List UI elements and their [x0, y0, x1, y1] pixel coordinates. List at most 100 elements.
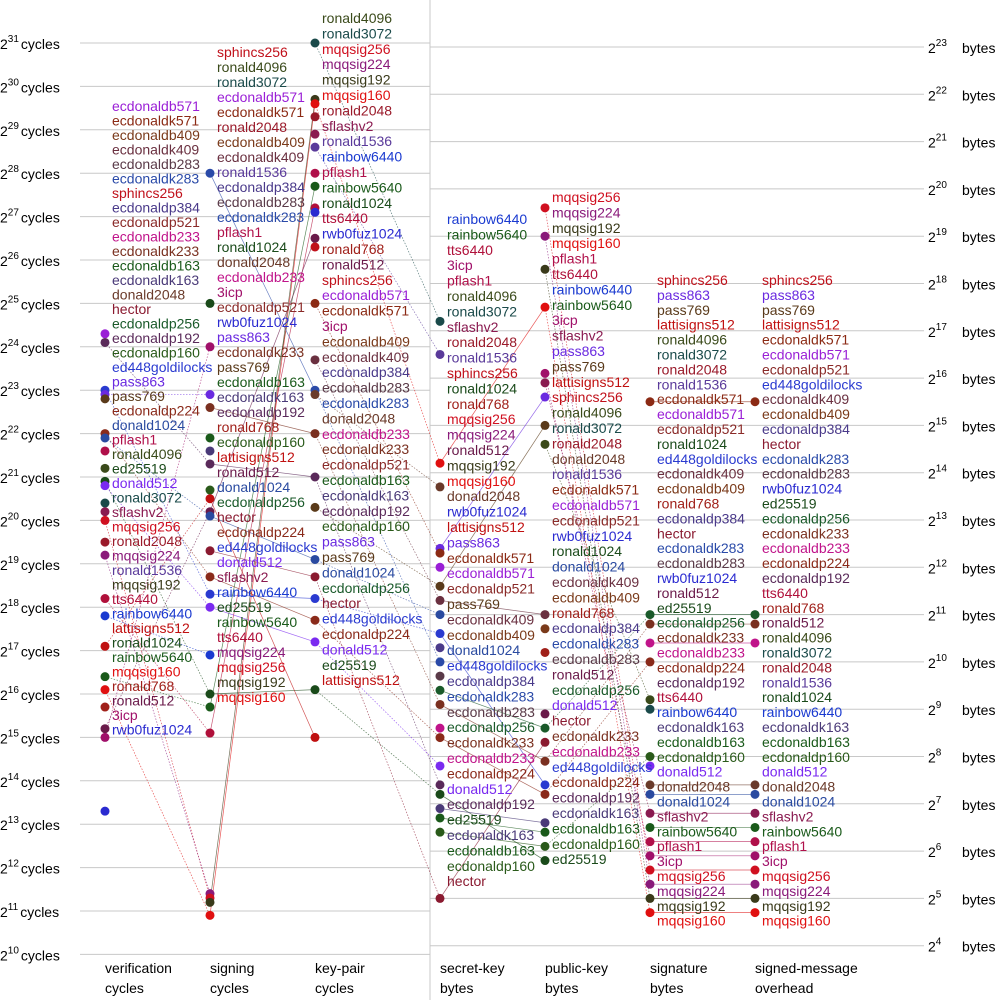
- column-header-line2: bytes: [545, 980, 578, 996]
- column-label-ecdonaldp384: ecdonaldp384: [217, 179, 305, 195]
- point-sflashv2: [310, 129, 320, 139]
- column-label-hector: hector: [657, 525, 696, 541]
- point-mqqsig224: [540, 231, 550, 241]
- right-tick-label: 213 bytes: [928, 511, 995, 529]
- link-3icp: [544, 373, 651, 856]
- column-label-sphincs256: sphincs256: [447, 365, 518, 381]
- column-label-ecdonaldk283: ecdonaldk283: [657, 540, 744, 556]
- column-label-3icp: 3icp: [112, 707, 138, 723]
- column-label-donald512: donald512: [657, 764, 723, 780]
- column-label-donald2048: donald2048: [657, 779, 730, 795]
- column-label-hector: hector: [112, 301, 151, 317]
- point-ecdonaldk571: [310, 298, 320, 308]
- column-label-ecdonaldb409: ecdonaldb409: [322, 333, 410, 349]
- point-tts6440: [100, 594, 110, 604]
- point-ronald4096: [645, 695, 655, 705]
- column-header-line1: signature: [650, 960, 708, 976]
- column-label-sflashv2: sflashv2: [112, 504, 164, 520]
- column-label-ecdonaldk163: ecdonaldk163: [322, 487, 409, 503]
- column-label-mqqsig160: mqqsig160: [112, 664, 181, 680]
- column-label-ecdonaldp160: ecdonaldp160: [112, 345, 200, 361]
- column-label-mqqsig160: mqqsig160: [762, 913, 831, 929]
- link-ecdonaldp224: [439, 737, 546, 795]
- point-ecdonaldk409: [540, 610, 550, 620]
- column-label-mqqsig224: mqqsig224: [657, 883, 726, 899]
- column-label-ecdonaldk571: ecdonaldk571: [322, 303, 409, 319]
- column-label-ecdonaldb283: ecdonaldb283: [112, 156, 200, 172]
- column-label-mqqsig224: mqqsig224: [552, 204, 621, 220]
- left-tick-label: 216 cycles: [0, 685, 60, 703]
- left-tick-label: 230 cycles: [0, 77, 60, 95]
- column-label-lattisigns512: lattisigns512: [657, 317, 735, 333]
- column-header-line1: signing: [210, 960, 254, 976]
- right-tick-label: 27 bytes: [928, 795, 995, 813]
- column-label-ed448goldilocks: ed448goldilocks: [552, 759, 652, 775]
- column-label-ecdonaldp384: ecdonaldp384: [112, 200, 200, 216]
- column-label-ronald3072: ronald3072: [322, 25, 392, 41]
- column-label-mqqsig224: mqqsig224: [112, 548, 181, 564]
- column-label-ecdonaldb571: ecdonaldb571: [657, 406, 745, 422]
- column-label-rainbow6440: rainbow6440: [552, 281, 632, 297]
- column-label-ronald2048: ronald2048: [552, 435, 622, 451]
- column-label-ronald1536: ronald1536: [217, 164, 287, 180]
- column-label-ecdonaldp224: ecdonaldp224: [322, 626, 410, 642]
- column-label-ronald2048: ronald2048: [322, 102, 392, 118]
- point-donald512: [310, 637, 320, 647]
- right-tick-label: 24 bytes: [928, 937, 995, 955]
- point-mqqsig192: [645, 893, 655, 903]
- column-label-ecdonaldb233: ecdonaldb233: [552, 743, 640, 759]
- point-rwb0fuz1024: [310, 207, 320, 217]
- point-pflash1: [645, 837, 655, 847]
- point-donald2048: [435, 482, 445, 492]
- column-label-rwb0fuz1024: rwb0fuz1024: [552, 528, 632, 544]
- column-label-3icp: 3icp: [762, 853, 788, 869]
- column-label-rainbow6440: rainbow6440: [322, 149, 402, 165]
- point-mqqsig224: [645, 879, 655, 889]
- point-donald2048: [645, 780, 655, 790]
- column-label-mqqsig192: mqqsig192: [657, 898, 726, 914]
- point-sflashv2: [100, 507, 110, 517]
- column-label-ecdonaldk233: ecdonaldk233: [112, 243, 199, 259]
- point-ecdonaldk571: [435, 548, 445, 558]
- column-label-donald512: donald512: [447, 781, 513, 797]
- column-label-ecdonaldb409: ecdonaldb409: [552, 589, 640, 605]
- column-label-rwb0fuz1024: rwb0fuz1024: [322, 226, 402, 242]
- column-label-ronald1536: ronald1536: [552, 466, 622, 482]
- right-tick-label: 218 bytes: [928, 275, 995, 293]
- column-label-ronald1024: ronald1024: [217, 239, 287, 255]
- column-label-ecdonaldp192: ecdonaldp192: [447, 796, 535, 812]
- column-label-ecdonaldk163: ecdonaldk163: [447, 827, 534, 843]
- right-tick-label: 28 bytes: [928, 748, 995, 766]
- column-label-donald512: donald512: [762, 764, 828, 780]
- column-label-rwb0fuz1024: rwb0fuz1024: [762, 481, 842, 497]
- column-label-ecdonaldk233: ecdonaldk233: [322, 441, 409, 457]
- column-label-ronald768: ronald768: [217, 419, 279, 435]
- column-label-ecdonaldp384: ecdonaldp384: [322, 364, 410, 380]
- link-mqqsig192: [544, 269, 651, 899]
- column-label-ronald4096: ronald4096: [322, 10, 392, 26]
- column-label-donald512: donald512: [322, 641, 388, 657]
- point-mqqsig256: [750, 865, 760, 875]
- point-pass769: [540, 420, 550, 430]
- column-label-pass863: pass863: [762, 287, 815, 303]
- link-ecdonaldb163: [439, 817, 546, 833]
- column-label-ecdonaldb283: ecdonaldb283: [447, 704, 535, 720]
- column-label-rainbow5640: rainbow5640: [447, 226, 527, 242]
- point-3icp: [750, 851, 760, 861]
- left-tick-label: 225 cycles: [0, 294, 60, 312]
- link-rainbow5640: [104, 676, 211, 708]
- column-label-ecdonaldb409: ecdonaldb409: [217, 134, 305, 150]
- point-ecdonaldb571: [100, 329, 110, 339]
- point-ecdonaldp192: [100, 337, 110, 347]
- point-pflash1: [750, 837, 760, 847]
- column-label-ronald1536: ronald1536: [447, 350, 517, 366]
- column-label-pflash1: pflash1: [762, 838, 807, 854]
- point-ecdonaldp256: [435, 685, 445, 695]
- point-ecdonaldp256: [750, 610, 760, 620]
- point-mqqsig224: [100, 550, 110, 560]
- column-label-ronald768: ronald768: [657, 496, 719, 512]
- point-rainbow5640: [100, 672, 110, 682]
- column-label-donald1024: donald1024: [657, 794, 730, 810]
- point-ecdonaldb163: [540, 827, 550, 837]
- left-tick-label: 213 cycles: [0, 815, 60, 833]
